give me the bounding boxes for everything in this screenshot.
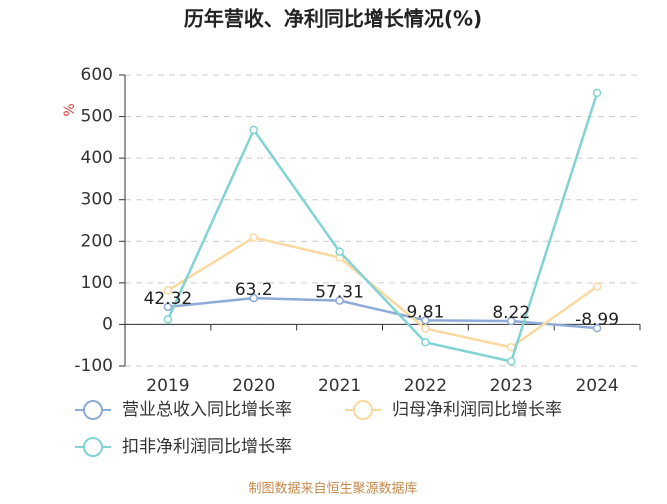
point (507, 357, 516, 366)
y-tick-label: 400 (81, 148, 113, 168)
legend-marker (353, 400, 373, 420)
point (592, 88, 602, 98)
point (163, 315, 173, 324)
series-line (167, 236, 598, 349)
point (507, 316, 516, 326)
point (249, 293, 258, 303)
y-tick-label: 600 (81, 65, 113, 85)
legend-marker (83, 437, 103, 457)
x-tick-label: 2024 (575, 376, 618, 396)
legend-label: 归母净利润同比增长率 (392, 400, 562, 420)
y-tick-label: 300 (81, 190, 113, 210)
y-tick-label: 0 (102, 314, 113, 334)
point (249, 125, 258, 135)
legend-label: 扣非净利润同比增长率 (122, 437, 292, 457)
x-tick-label: 2020 (232, 376, 275, 396)
y-tick-label: -100 (74, 356, 113, 376)
x-tick-label: 2019 (146, 376, 189, 396)
point (249, 233, 258, 242)
point (421, 324, 430, 333)
data-label: 8.22 (492, 303, 530, 323)
y-tick-label: 100 (81, 273, 113, 293)
data-label: 57.31 (315, 283, 364, 303)
point (163, 302, 173, 312)
series-line (166, 92, 599, 363)
chart-title: 历年营收、净利同比增长情况(%) (184, 7, 482, 31)
data-label: -8.99 (575, 310, 619, 330)
series-line (167, 296, 598, 330)
y-axis-label: % (62, 103, 78, 116)
point (592, 282, 602, 291)
x-tick-label: 2021 (318, 376, 361, 396)
legend-label: 营业总收入同比增长率 (122, 400, 292, 420)
point (335, 296, 344, 305)
point (421, 338, 430, 347)
data-label: 42.32 (144, 289, 193, 309)
y-tick-label: 500 (81, 107, 113, 127)
point (421, 316, 430, 325)
point (592, 323, 602, 333)
footer: 制图数据来自恒生聚源数据库 (248, 481, 417, 497)
point (335, 247, 344, 256)
x-tick-label: 2022 (404, 376, 447, 396)
data-label: 9.81 (406, 302, 444, 322)
data-label: 63.2 (235, 280, 273, 300)
y-tick-label: 200 (81, 231, 113, 251)
legend-marker (83, 400, 103, 420)
point (163, 286, 173, 295)
x-tick-label: 2023 (490, 376, 533, 396)
